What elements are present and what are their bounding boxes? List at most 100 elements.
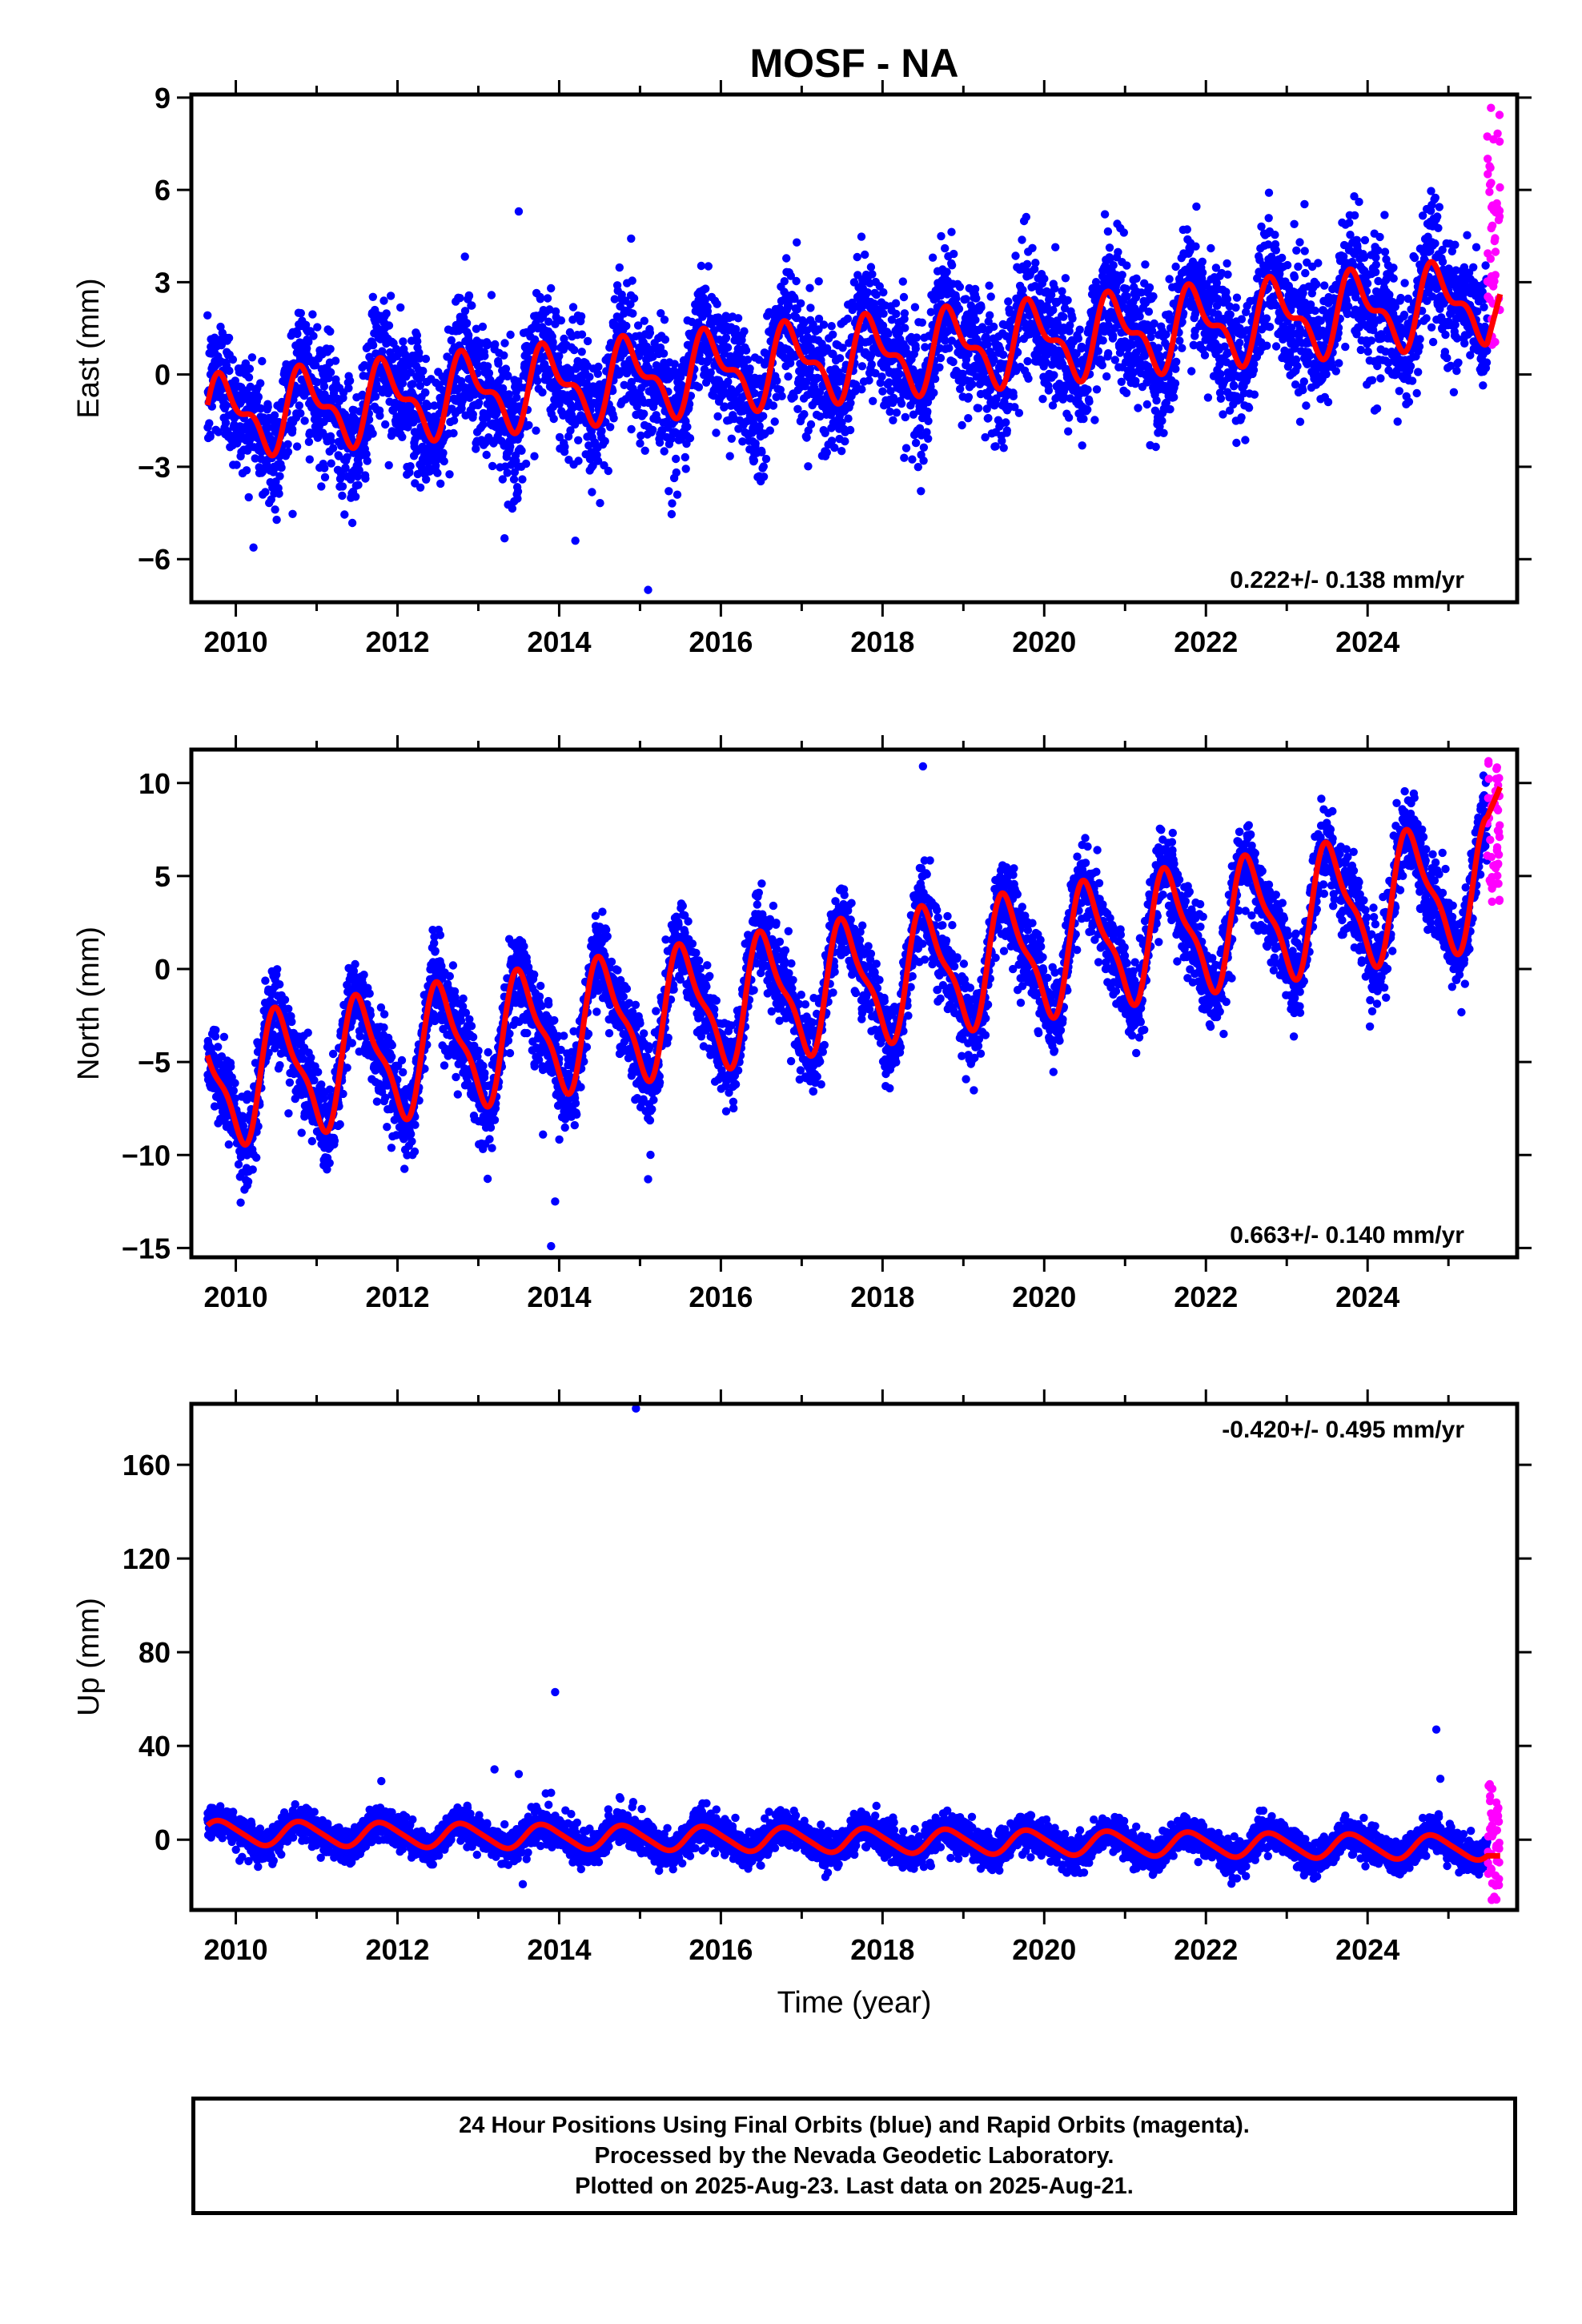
data-point <box>521 459 531 468</box>
data-point <box>344 384 353 392</box>
data-point <box>1231 303 1240 312</box>
data-point <box>320 472 330 482</box>
data-point <box>930 374 940 384</box>
data-point <box>1343 302 1353 311</box>
data-point <box>604 466 612 476</box>
data-point <box>793 238 801 247</box>
data-point <box>1050 284 1059 293</box>
data-point <box>1226 310 1235 319</box>
data-point <box>1024 374 1033 383</box>
data-point <box>596 499 604 508</box>
data-point <box>518 475 527 484</box>
data-point <box>232 460 241 469</box>
data-point <box>449 416 459 425</box>
data-point <box>759 472 769 481</box>
data-point <box>1103 227 1113 236</box>
data-point <box>928 253 938 262</box>
data-point <box>1375 232 1384 242</box>
data-point <box>681 464 690 473</box>
data-point <box>1320 281 1329 290</box>
data-point <box>494 359 503 368</box>
data-point <box>275 472 284 480</box>
data-point <box>999 444 1008 452</box>
data-point <box>805 283 814 292</box>
data-point <box>892 309 901 319</box>
data-point <box>1232 438 1241 448</box>
data-point <box>460 252 469 261</box>
data-point <box>354 460 363 468</box>
data-point <box>1187 367 1196 376</box>
data-point <box>263 403 272 412</box>
data-point <box>1294 262 1303 271</box>
data-point <box>1299 377 1309 386</box>
data-point <box>271 505 279 514</box>
data-point <box>1059 312 1068 321</box>
data-point <box>884 329 893 338</box>
data-point <box>1142 400 1152 409</box>
data-point <box>977 303 986 312</box>
data-point <box>685 434 695 443</box>
data-point <box>681 452 689 462</box>
data-point <box>597 426 606 436</box>
data-point <box>955 283 965 292</box>
data-point <box>780 277 789 286</box>
data-point <box>697 261 706 271</box>
data-point <box>1278 253 1287 263</box>
data-point <box>283 448 293 456</box>
data-point <box>1022 212 1031 222</box>
data-point <box>628 309 637 318</box>
data-point <box>1223 259 1231 268</box>
data-point <box>254 392 263 401</box>
data-point <box>1300 199 1309 209</box>
data-point <box>594 362 603 372</box>
data-point <box>1063 296 1072 305</box>
data-point <box>667 509 677 519</box>
data-point <box>901 412 910 422</box>
data-point <box>661 335 670 344</box>
data-point <box>1235 338 1244 348</box>
data-point <box>503 468 512 477</box>
data-point <box>256 379 265 388</box>
data-point <box>261 488 270 497</box>
data-point <box>683 422 692 432</box>
data-point <box>506 330 515 340</box>
data-point <box>1376 374 1385 383</box>
data-point <box>964 414 973 423</box>
data-point <box>924 434 933 443</box>
data-point <box>622 321 631 331</box>
data-point <box>751 439 760 448</box>
data-point <box>412 331 422 340</box>
data-point <box>1145 283 1154 292</box>
data-point <box>1144 308 1154 316</box>
data-point <box>879 287 888 297</box>
data-point <box>1300 247 1309 255</box>
data-point <box>917 487 926 496</box>
data-point <box>891 299 901 308</box>
data-point <box>721 333 731 343</box>
data-point <box>1356 345 1366 355</box>
data-point <box>1301 268 1310 278</box>
data-point <box>576 312 586 321</box>
data-point <box>895 369 904 379</box>
data-point <box>797 299 805 308</box>
data-point <box>1314 259 1323 267</box>
data-point <box>547 283 556 293</box>
data-point <box>745 364 754 373</box>
data-point <box>1302 401 1311 410</box>
data-point <box>462 319 472 328</box>
data-point <box>713 300 721 308</box>
data-point <box>574 456 583 465</box>
data-point <box>889 416 897 424</box>
data-point <box>1295 417 1305 426</box>
data-point <box>923 407 932 416</box>
data-point <box>368 429 377 438</box>
data-point <box>1038 395 1047 404</box>
data-point <box>406 462 415 471</box>
data-point <box>338 491 347 501</box>
data-point <box>277 463 286 472</box>
data-point <box>1122 261 1131 270</box>
data-point <box>361 474 370 483</box>
data-point <box>1198 268 1207 277</box>
data-point <box>413 469 422 479</box>
data-point <box>371 392 380 401</box>
